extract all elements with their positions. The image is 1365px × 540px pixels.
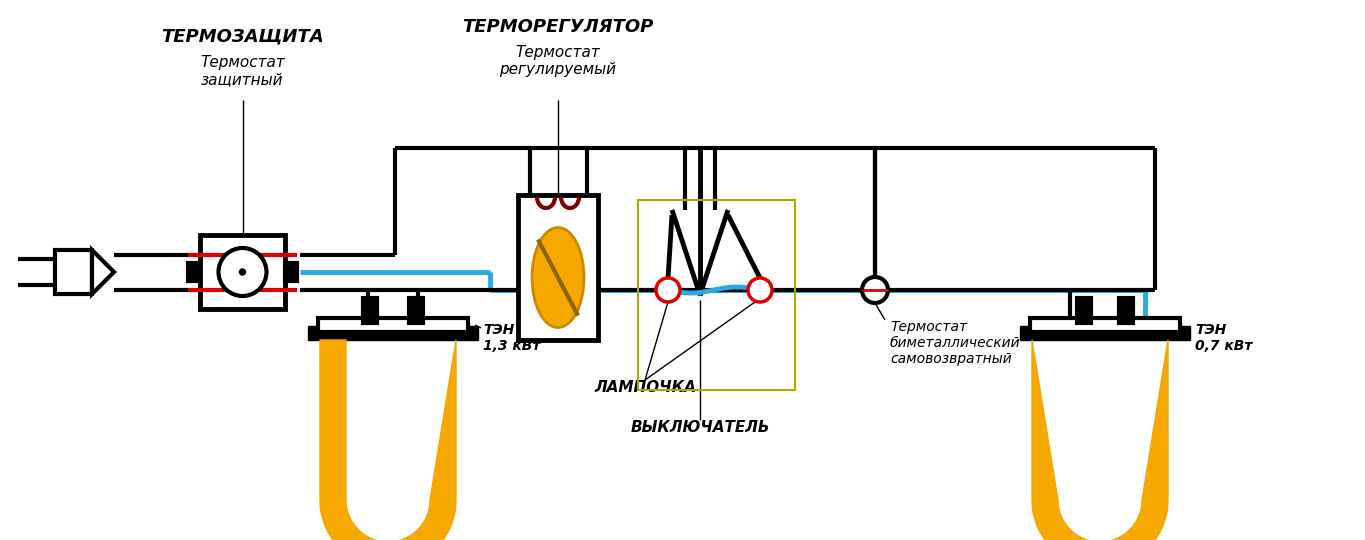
Polygon shape (1032, 340, 1168, 540)
Circle shape (239, 269, 246, 275)
Text: ЛАМПОЧКА: ЛАМПОЧКА (594, 380, 696, 395)
Ellipse shape (532, 227, 584, 327)
Text: ТЕРМОРЕГУЛЯТОР: ТЕРМОРЕГУЛЯТОР (463, 18, 654, 36)
Bar (201, 235, 285, 309)
Bar (410, 298, 423, 323)
Bar (1119, 298, 1133, 323)
Bar (363, 298, 377, 323)
Text: ВЫКЛЮЧАТЕЛЬ: ВЫКЛЮЧАТЕЛЬ (631, 420, 770, 435)
Bar (517, 195, 598, 340)
Bar (637, 200, 794, 390)
Bar (308, 326, 478, 340)
Polygon shape (319, 340, 456, 540)
Bar (1031, 318, 1179, 332)
Bar (188, 263, 201, 281)
Circle shape (218, 248, 266, 296)
Circle shape (863, 277, 889, 303)
Text: Термостат
защитный: Термостат защитный (201, 55, 285, 87)
Bar (1020, 326, 1190, 340)
Circle shape (748, 278, 773, 302)
Text: ТЭН
0,7 кВт: ТЭН 0,7 кВт (1194, 323, 1252, 353)
Bar (55, 250, 91, 294)
Bar (1077, 298, 1091, 323)
Text: ТЕРМОЗАЩИТА: ТЕРМОЗАЩИТА (161, 28, 324, 46)
Circle shape (657, 278, 680, 302)
Polygon shape (91, 250, 115, 294)
Bar (285, 263, 298, 281)
Bar (318, 318, 468, 332)
Text: ТЭН
1,3 кВт: ТЭН 1,3 кВт (483, 323, 541, 353)
Text: Термостат
регулируемый: Термостат регулируемый (500, 45, 617, 77)
Text: Термостат
биметаллический
самовозвратный: Термостат биметаллический самовозвратный (890, 320, 1021, 367)
